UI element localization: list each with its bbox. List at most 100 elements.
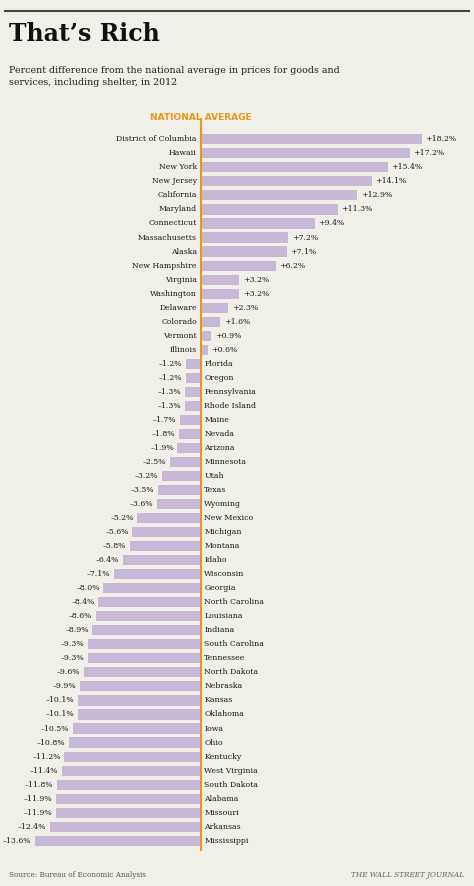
Text: Indiana: Indiana <box>204 626 235 634</box>
Text: –1.3%: –1.3% <box>157 388 181 396</box>
Text: THE WALL STREET JOURNAL: THE WALL STREET JOURNAL <box>351 871 465 879</box>
Text: –11.2%: –11.2% <box>32 752 61 760</box>
Text: Pennsylvania: Pennsylvania <box>204 388 256 396</box>
Text: –12.4%: –12.4% <box>18 823 46 831</box>
Text: –1.9%: –1.9% <box>150 444 174 452</box>
Text: South Dakota: South Dakota <box>204 781 258 789</box>
Bar <box>201 135 422 144</box>
Text: Vermont: Vermont <box>163 331 197 339</box>
Text: +7.1%: +7.1% <box>291 247 317 255</box>
Bar <box>80 681 201 691</box>
Bar <box>137 513 201 523</box>
Text: Montana: Montana <box>204 542 239 550</box>
Text: South Carolina: South Carolina <box>204 641 264 649</box>
Bar <box>185 400 201 411</box>
Text: Missouri: Missouri <box>204 809 239 817</box>
Text: Arkansas: Arkansas <box>204 823 241 831</box>
Text: –1.7%: –1.7% <box>153 416 176 424</box>
Bar <box>88 653 201 664</box>
Text: Minnesota: Minnesota <box>204 458 246 466</box>
Bar <box>201 316 220 327</box>
Bar <box>62 766 201 775</box>
Text: Mississippi: Mississippi <box>204 836 249 844</box>
Text: Kentucky: Kentucky <box>204 752 241 760</box>
Text: –13.6%: –13.6% <box>3 836 32 844</box>
Text: Georgia: Georgia <box>204 584 236 592</box>
Text: Rhode Island: Rhode Island <box>204 402 256 410</box>
Text: Nevada: Nevada <box>204 430 234 438</box>
Text: Texas: Texas <box>204 486 227 494</box>
Text: +2.3%: +2.3% <box>232 304 258 312</box>
Bar <box>186 373 201 383</box>
Text: +0.9%: +0.9% <box>215 331 241 339</box>
Text: Wyoming: Wyoming <box>204 500 241 508</box>
Bar <box>78 696 201 705</box>
Text: Source: Bureau of Economic Analysis: Source: Bureau of Economic Analysis <box>9 871 146 879</box>
Text: –10.1%: –10.1% <box>46 711 74 719</box>
Text: North Carolina: North Carolina <box>204 598 264 606</box>
Text: That’s Rich: That’s Rich <box>9 22 160 46</box>
Text: –10.1%: –10.1% <box>46 696 74 704</box>
Text: Nebraska: Nebraska <box>204 682 242 690</box>
Bar <box>177 443 201 453</box>
Text: Wisconsin: Wisconsin <box>204 571 245 579</box>
Bar <box>180 415 201 425</box>
Bar <box>88 640 201 649</box>
Bar <box>99 597 201 607</box>
Text: West Virginia: West Virginia <box>204 766 258 774</box>
Text: +3.2%: +3.2% <box>243 276 269 284</box>
Text: +18.2%: +18.2% <box>425 136 456 144</box>
Bar <box>201 148 410 159</box>
Bar <box>114 569 201 579</box>
Bar <box>132 527 201 537</box>
Bar <box>73 724 201 734</box>
Bar <box>201 289 239 299</box>
Text: Ohio: Ohio <box>204 739 223 747</box>
Bar <box>157 499 201 509</box>
Text: Kansas: Kansas <box>204 696 232 704</box>
Text: –1.3%: –1.3% <box>157 402 181 410</box>
Text: –9.3%: –9.3% <box>60 655 84 663</box>
Bar <box>201 219 315 229</box>
Bar <box>56 808 201 818</box>
Bar <box>201 303 228 313</box>
Text: –11.9%: –11.9% <box>24 795 52 803</box>
Text: Idaho: Idaho <box>204 556 227 564</box>
Text: –10.8%: –10.8% <box>37 739 65 747</box>
Text: Virginia: Virginia <box>165 276 197 284</box>
Text: Tennessee: Tennessee <box>204 655 246 663</box>
Text: Connecticut: Connecticut <box>148 220 197 228</box>
Bar <box>185 387 201 397</box>
Text: –11.8%: –11.8% <box>25 781 54 789</box>
Bar <box>35 835 201 846</box>
Text: New Hampshire: New Hampshire <box>132 261 197 269</box>
Text: NATIONAL AVERAGE: NATIONAL AVERAGE <box>150 113 251 122</box>
Text: –8.9%: –8.9% <box>65 626 89 634</box>
Text: –5.2%: –5.2% <box>110 514 134 522</box>
Text: –3.2%: –3.2% <box>135 472 158 480</box>
Text: –3.5%: –3.5% <box>131 486 155 494</box>
Text: Washington: Washington <box>150 290 197 298</box>
Bar <box>96 611 201 621</box>
Text: –11.9%: –11.9% <box>24 809 52 817</box>
Bar <box>201 205 338 214</box>
Bar <box>162 471 201 481</box>
Text: –1.8%: –1.8% <box>152 430 175 438</box>
Text: –1.2%: –1.2% <box>159 374 182 382</box>
Bar <box>201 345 208 354</box>
Text: –10.5%: –10.5% <box>41 725 69 733</box>
Bar <box>50 821 201 832</box>
Bar <box>186 359 201 369</box>
Bar <box>92 626 201 635</box>
Text: Maine: Maine <box>204 416 229 424</box>
Text: Florida: Florida <box>204 360 233 368</box>
Bar <box>69 737 201 748</box>
Text: +0.6%: +0.6% <box>211 346 238 354</box>
Text: New Mexico: New Mexico <box>204 514 253 522</box>
Text: –9.6%: –9.6% <box>57 668 80 676</box>
Text: –9.9%: –9.9% <box>53 682 77 690</box>
Text: District of Columbia: District of Columbia <box>117 136 197 144</box>
Text: Massachusetts: Massachusetts <box>138 234 197 242</box>
Bar <box>123 556 201 565</box>
Text: Oregon: Oregon <box>204 374 234 382</box>
